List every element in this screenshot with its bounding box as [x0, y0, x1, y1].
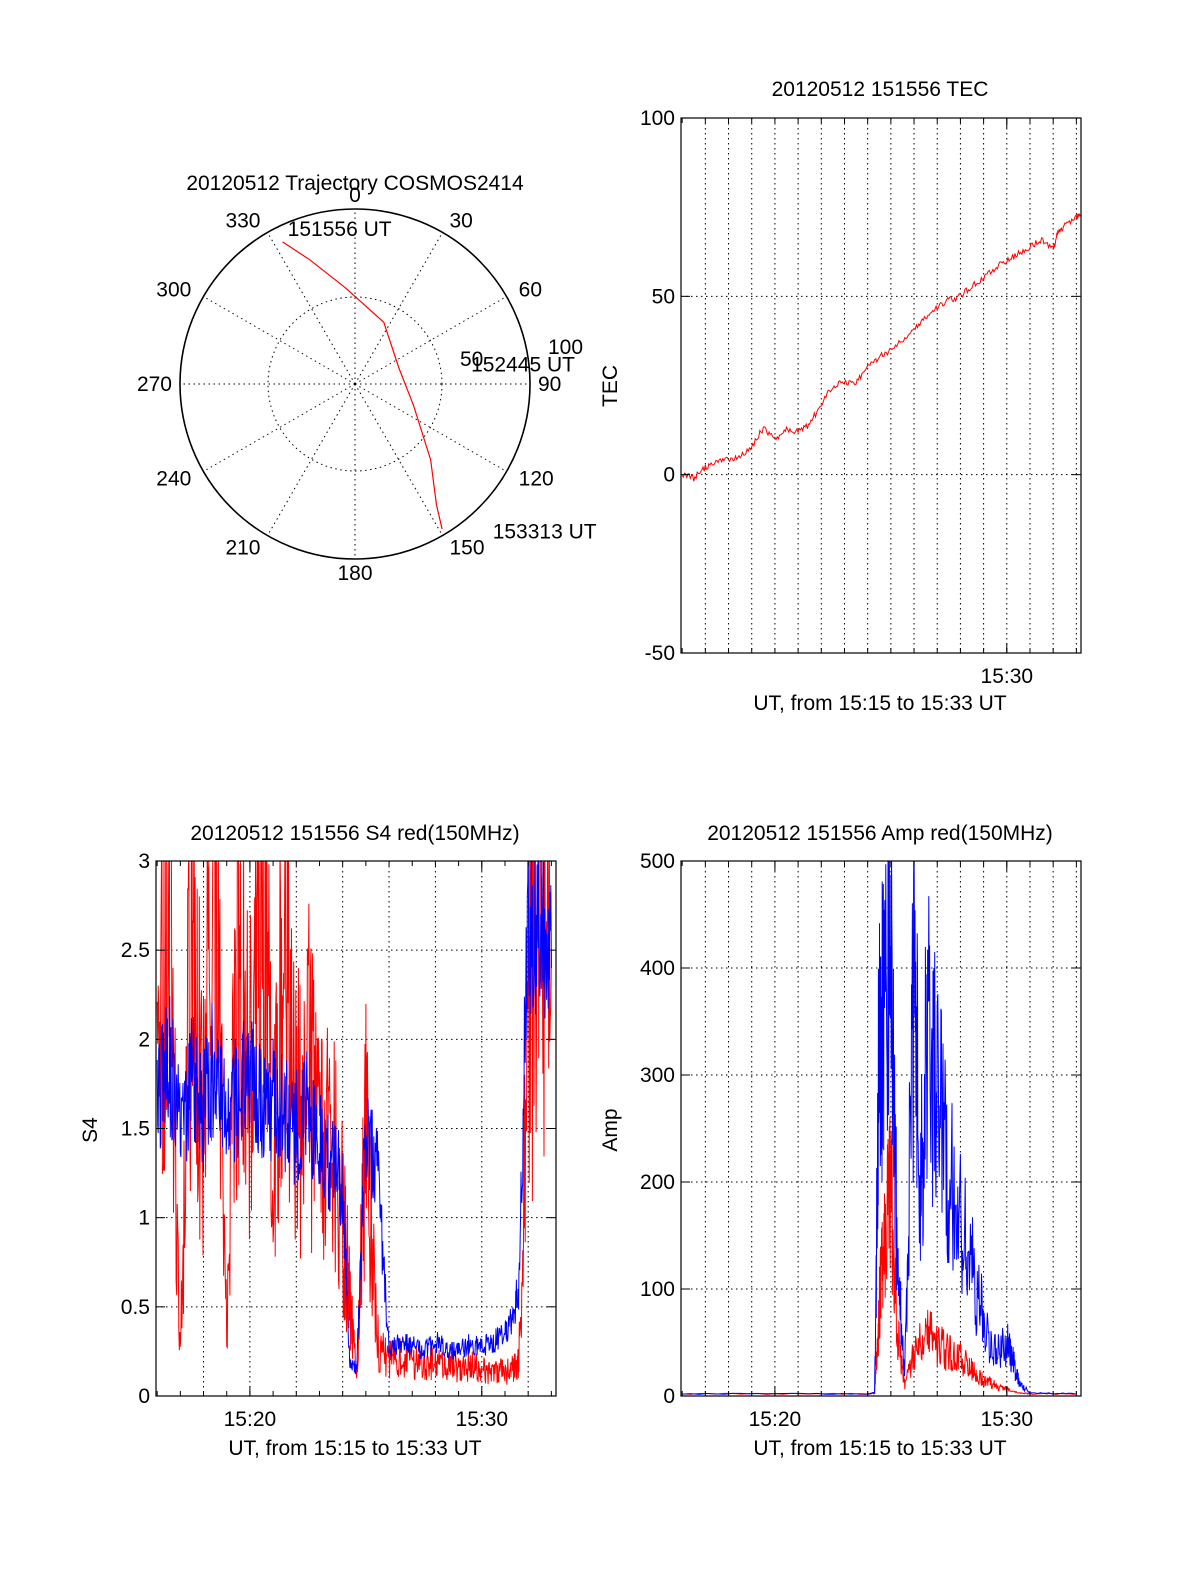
polar-grid [180, 209, 530, 559]
y-tick-label: 200 [640, 1171, 675, 1194]
amp-panel: 20120512 151556 Amp red(150MHz) UT, from… [599, 822, 1082, 1460]
polar-angle-label: 150 [450, 537, 485, 560]
x-tick-label: 15:30 [456, 1408, 509, 1431]
polar-angle-label: 30 [450, 209, 473, 232]
polar-angle-label: 330 [225, 209, 260, 232]
polar-spoke [203, 383, 356, 472]
polar-angle-label: 180 [337, 562, 372, 585]
series-line [681, 212, 1081, 482]
y-tick-label: -50 [645, 642, 675, 665]
x-tick-label: 15:30 [981, 1408, 1034, 1431]
amp-ylabel: Amp [599, 1108, 622, 1151]
tec-ylabel: TEC [599, 365, 622, 407]
polar-spoke [354, 383, 507, 472]
plot-frame [680, 117, 1082, 654]
polar-spoke [354, 232, 443, 385]
x-tick-label: 15:20 [749, 1408, 802, 1431]
polar-spoke [267, 383, 356, 536]
plot-frame [680, 860, 1082, 1397]
amp-title: 20120512 151556 Amp red(150MHz) [707, 822, 1053, 845]
polar-angle-labels: 0 30 60 90 120 150 180 210 240 270 300 330 50 100 [137, 184, 583, 585]
polar-inner-ring [267, 296, 443, 472]
polar-radius-label: 50 [460, 348, 483, 371]
y-tick-label: 0 [138, 1385, 150, 1408]
y-tick-label: 500 [640, 850, 675, 873]
trajectory-annotations: 151556 UT 152445 UT 153313 UT [288, 218, 597, 543]
s4-title: 20120512 151556 S4 red(150MHz) [190, 822, 519, 845]
series-line [156, 861, 552, 1375]
series-line [682, 1116, 1077, 1395]
trajectory-panel: 20120512 Trajectory COSMOS2414 0 30 60 90 12… [137, 172, 597, 585]
polar-spoke [354, 296, 507, 385]
s4-ylabel: S4 [79, 1117, 102, 1143]
polar-radius-label: 100 [548, 336, 583, 359]
polar-angle-label: 210 [225, 537, 260, 560]
y-tick-label: 100 [640, 1278, 675, 1301]
y-tick-label: 50 [652, 285, 675, 308]
polar-spoke [267, 232, 356, 385]
trajectory-time-label: 151556 UT [288, 218, 392, 241]
polar-angle-label: 60 [519, 279, 542, 302]
y-tick-label: 0 [663, 1385, 675, 1408]
y-tick-label: 0 [663, 464, 675, 487]
polar-angle-label: 300 [156, 279, 191, 302]
y-tick-label: 0.5 [121, 1296, 150, 1319]
polar-angle-label: 120 [519, 468, 554, 491]
tec-title: 20120512 151556 TEC [772, 78, 989, 101]
y-tick-label: 2.5 [121, 939, 150, 962]
series-line [682, 861, 1077, 1395]
trajectory-time-label: 152445 UT [471, 353, 575, 376]
amp-xlabel: UT, from 15:15 to 15:33 UT [753, 1437, 1006, 1460]
series-line [156, 861, 552, 1385]
s4-xlabel: UT, from 15:15 to 15:33 UT [228, 1437, 481, 1460]
polar-spoke [203, 296, 356, 385]
s4-panel: 20120512 151556 S4 red(150MHz) UT, from … [79, 822, 557, 1460]
tec-panel: 20120512 151556 TEC UT, from 15:15 to 15… [599, 78, 1082, 715]
polar-outer-circle [179, 208, 531, 560]
polar-angle-label: 270 [137, 373, 172, 396]
polar-angle-label: 90 [538, 373, 561, 396]
x-tick-label: 15:20 [224, 1408, 277, 1431]
y-tick-label: 3 [138, 850, 150, 873]
x-tick-label: 15:30 [981, 665, 1034, 688]
polar-spoke [354, 383, 443, 536]
y-tick-label: 300 [640, 1064, 675, 1087]
y-tick-label: 2 [138, 1028, 150, 1051]
trajectory-title: 20120512 Trajectory COSMOS2414 [186, 172, 524, 195]
tec-xlabel: UT, from 15:15 to 15:33 UT [753, 692, 1006, 715]
polar-angle-label: 240 [156, 468, 191, 491]
y-tick-label: 100 [640, 107, 675, 130]
y-tick-label: 1 [138, 1207, 150, 1230]
trajectory-time-label: 153313 UT [493, 520, 597, 543]
trajectory-track [282, 241, 443, 530]
polar-angle-label: 0 [349, 184, 361, 207]
y-tick-label: 400 [640, 957, 675, 980]
y-tick-label: 1.5 [121, 1118, 150, 1141]
